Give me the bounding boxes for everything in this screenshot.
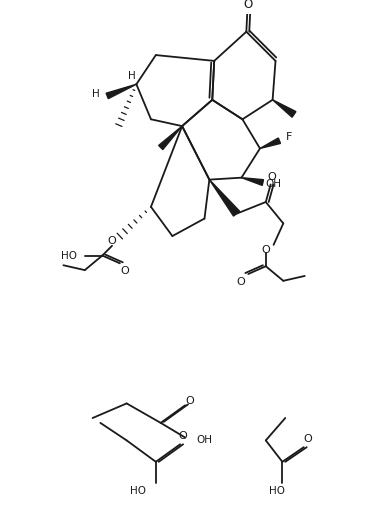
Text: O: O (244, 0, 253, 11)
Polygon shape (158, 126, 182, 150)
Polygon shape (106, 84, 137, 99)
Polygon shape (260, 138, 280, 149)
Text: HO: HO (269, 486, 285, 496)
Text: F: F (286, 132, 292, 142)
Text: O: O (108, 236, 116, 246)
Text: HO: HO (61, 250, 77, 260)
Text: O: O (236, 277, 245, 287)
Text: O: O (120, 266, 129, 276)
Polygon shape (273, 100, 296, 117)
Text: O: O (303, 434, 312, 444)
Polygon shape (241, 178, 263, 186)
Text: H: H (92, 89, 99, 99)
Text: O: O (267, 172, 276, 182)
Text: H: H (128, 72, 135, 82)
Polygon shape (209, 180, 240, 216)
Text: O: O (179, 431, 187, 441)
Text: OH: OH (197, 435, 213, 445)
Text: O: O (186, 395, 194, 405)
Text: OH: OH (266, 179, 282, 189)
Text: O: O (262, 245, 270, 255)
Text: HO: HO (130, 486, 146, 496)
